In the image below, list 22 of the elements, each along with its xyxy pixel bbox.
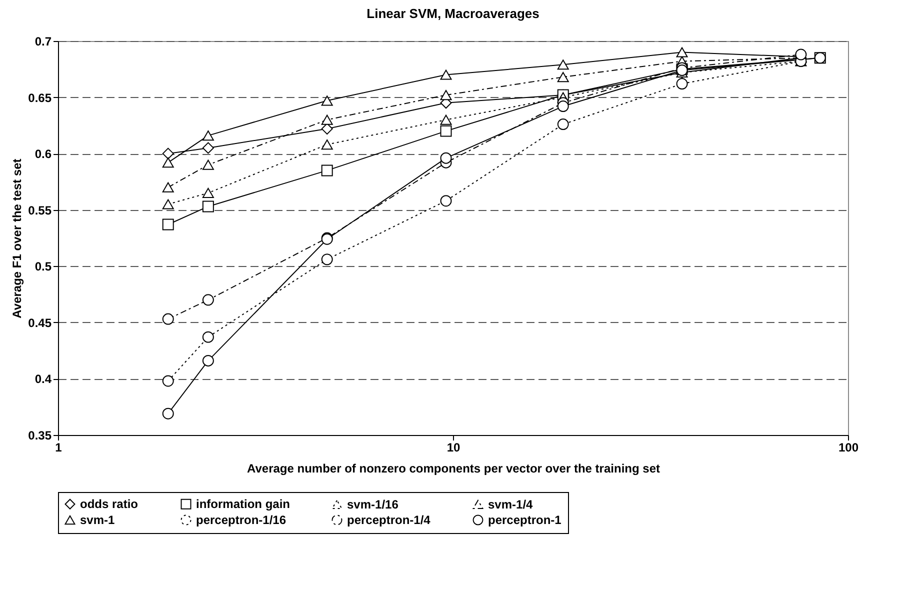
y-tick-label: 0.45	[28, 316, 52, 330]
legend-label: information gain	[196, 497, 290, 512]
legend-label: perceptron-1/16	[196, 513, 286, 527]
legend-label: perceptron-1/4	[347, 513, 431, 527]
legend-label: odds ratio	[80, 497, 138, 512]
legend-label: svm-1/4	[488, 497, 534, 512]
legend-label: perceptron-1	[488, 513, 562, 527]
y-tick-label: 0.65	[28, 90, 52, 105]
y-axis-title: Average F1 over the test set	[10, 158, 24, 318]
y-tick-label: 0.6	[34, 147, 52, 162]
y-tick-label: 0.4	[34, 372, 52, 386]
y-tick-label: 0.5	[34, 260, 52, 274]
legend-label: svm-1	[80, 513, 116, 527]
y-tick-label: 0.7	[34, 34, 52, 48]
chart-title: Linear SVM, Macroaverages	[366, 6, 540, 21]
x-axis-title: Average number of nonzero components per vector over the training set	[247, 462, 660, 476]
y-tick-label: 0.35	[28, 428, 52, 442]
y-tick-label: 0.55	[28, 203, 52, 218]
x-tick-label: 100	[838, 440, 859, 454]
x-tick-label: 1	[55, 440, 62, 454]
legend-label: svm-1/16	[347, 497, 399, 512]
x-tick-label: 10	[446, 440, 460, 454]
